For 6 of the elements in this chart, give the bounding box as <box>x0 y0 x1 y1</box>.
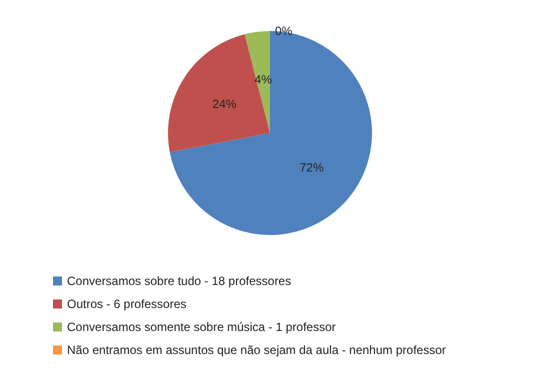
data-label: 72% <box>300 160 324 174</box>
legend-label: Outros - 6 professores <box>67 297 186 311</box>
legend-label: Não entramos em assuntos que não sejam da aula - nenhum professor <box>67 343 446 357</box>
legend-label: Conversamos sobre tudo - 18 professores <box>67 274 292 288</box>
legend-label: Conversamos somente sobre música - 1 professor <box>67 320 336 334</box>
data-label: 24% <box>212 97 237 112</box>
